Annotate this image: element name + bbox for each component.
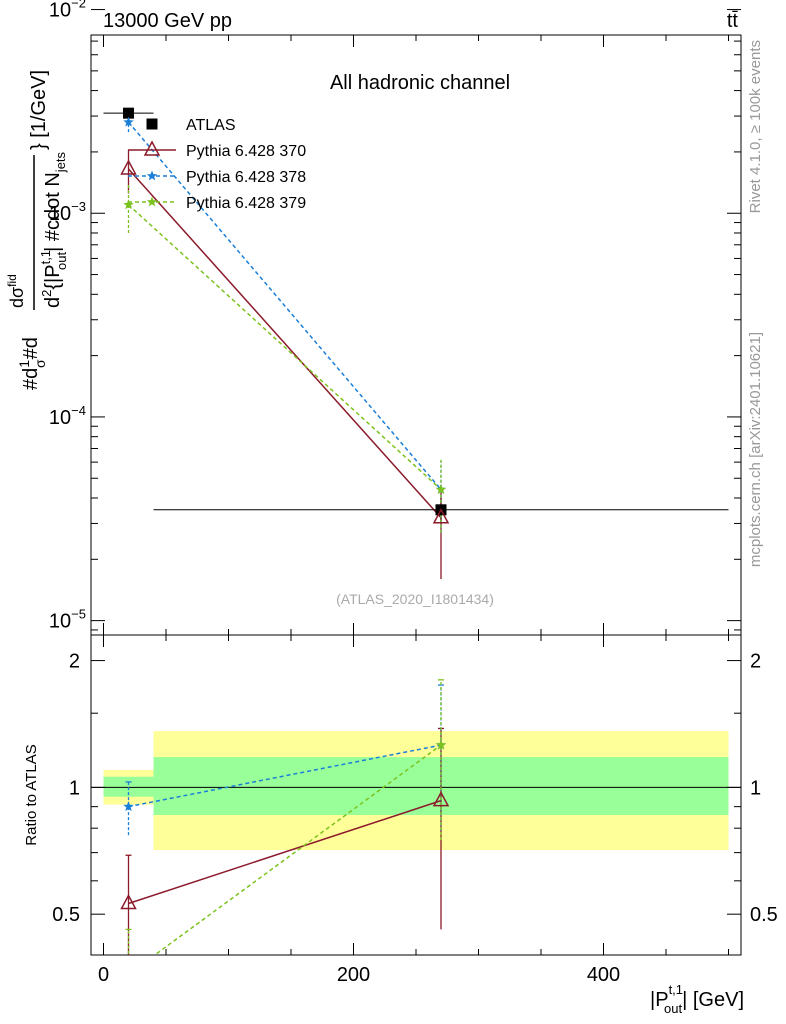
x-tick-label: 200 xyxy=(337,964,370,986)
main-marker xyxy=(123,107,134,119)
ratio-lines xyxy=(128,744,442,955)
ylabel-part: | #cdot N xyxy=(42,172,64,252)
main-marker xyxy=(123,199,134,210)
ratio-marker xyxy=(123,969,133,979)
legend-marker xyxy=(146,196,158,207)
ratio-marker xyxy=(123,801,134,812)
ratio-line xyxy=(153,744,442,955)
legend-label: Pythia 6.428 378 xyxy=(186,169,306,186)
y-axis-label-main: #d1σ#d dσfid d2{|Pt,1out| #cdot Njets } … xyxy=(5,70,69,390)
ylabel-part: 2 xyxy=(39,290,54,297)
ylabel-part: d xyxy=(42,297,64,308)
ylabel-part: σ xyxy=(32,359,48,368)
legend-marker xyxy=(146,118,158,130)
ratio-bands xyxy=(91,731,741,851)
x-tick-label: 0 xyxy=(98,964,109,986)
y-tick-label: 10−5 xyxy=(49,607,86,633)
legend-label: ATLAS xyxy=(186,117,236,134)
ratio-y-tick-label-right: 0.5 xyxy=(750,904,778,926)
analysis-id: (ATLAS_2020_I1801434) xyxy=(336,591,494,607)
ylabel-part: out xyxy=(54,251,69,269)
legend-label: Pythia 6.428 370 xyxy=(186,143,306,160)
header-left: 13000 GeV pp xyxy=(103,10,232,32)
svg-text:d2{|Pt,1out| #cdot Njets: d2{|Pt,1out| #cdot Njets xyxy=(38,151,69,308)
ratio-y-tick-label: 2 xyxy=(69,651,80,673)
ratio-y-tick-label: 1 xyxy=(69,777,80,799)
ratio-line xyxy=(128,799,442,905)
main-marker xyxy=(120,159,137,175)
ylabel-part: fid xyxy=(5,274,19,287)
main-line xyxy=(127,204,442,491)
legend-marker xyxy=(143,140,161,156)
rivet-label: Rivet 4.1.0, ≥ 100k events xyxy=(747,40,764,213)
ylabel-part: d xyxy=(7,298,27,308)
ratio-y-tick-label-right: 1 xyxy=(750,777,761,799)
ratio-marker xyxy=(432,791,450,807)
ylabel-part: t,1 xyxy=(38,250,53,264)
xlabel-part: t,1 xyxy=(669,982,683,997)
y-tick-label: 10−3 xyxy=(49,199,86,225)
xlabel-part: | [GeV] xyxy=(682,989,744,1011)
legend-marker xyxy=(146,170,158,181)
xlabel-part: out xyxy=(664,1001,682,1016)
ylabel-part: σ xyxy=(7,287,27,298)
ratio-marker xyxy=(435,739,447,750)
legend: ATLAS Pythia 6.428 370 Pythia 6.428 378 Pyt… xyxy=(128,117,306,212)
legend-label: Pythia 6.428 379 xyxy=(186,195,306,212)
ylabel-part: {|P xyxy=(42,264,64,289)
ratio-y-tick-label-right: 2 xyxy=(750,651,761,673)
ratio-markers xyxy=(120,739,450,979)
xlabel-part: |P xyxy=(650,989,669,1011)
main-line xyxy=(127,121,442,491)
ylabel-part: 1 xyxy=(16,360,32,368)
site-label: mcplots.cern.ch [arXiv:2401.10621] xyxy=(747,332,764,567)
ratio-y-tick-label: 0.5 xyxy=(52,904,80,926)
ylabel-part: } [1/GeV] xyxy=(28,70,50,150)
header-right: tt̄ xyxy=(727,10,739,32)
ylabel-part: jets xyxy=(53,151,68,173)
y-tick-label: 10−4 xyxy=(49,403,86,429)
ylabel-part: #d xyxy=(20,337,42,359)
y-tick-label: 10−2 xyxy=(49,0,86,22)
axis-ticks: 0 200 400 10−2 10−3 10−4 10−5 2 2 1 1 0.5 0.5 xyxy=(49,0,778,986)
series-lines xyxy=(127,121,442,955)
main-marker xyxy=(432,508,450,524)
svg-text:#d1σ#d: #d1σ#d xyxy=(16,337,48,390)
error-bars xyxy=(103,110,729,955)
main-marker xyxy=(123,116,134,127)
main-marker xyxy=(435,484,447,494)
x-tick-label: 400 xyxy=(587,964,620,986)
x-axis-label: |Pt,1 out| [GeV] xyxy=(650,982,744,1016)
main-line xyxy=(127,168,442,519)
plot-title: All hadronic channel xyxy=(330,72,510,94)
svg-text:dσfid: dσfid xyxy=(5,274,27,308)
ylabel-part: #d xyxy=(20,368,42,390)
ratio-marker xyxy=(120,893,137,910)
y-axis-label-ratio: Ratio to ATLAS xyxy=(23,744,40,845)
data-markers xyxy=(120,107,450,979)
ratio-band-green xyxy=(103,776,154,797)
